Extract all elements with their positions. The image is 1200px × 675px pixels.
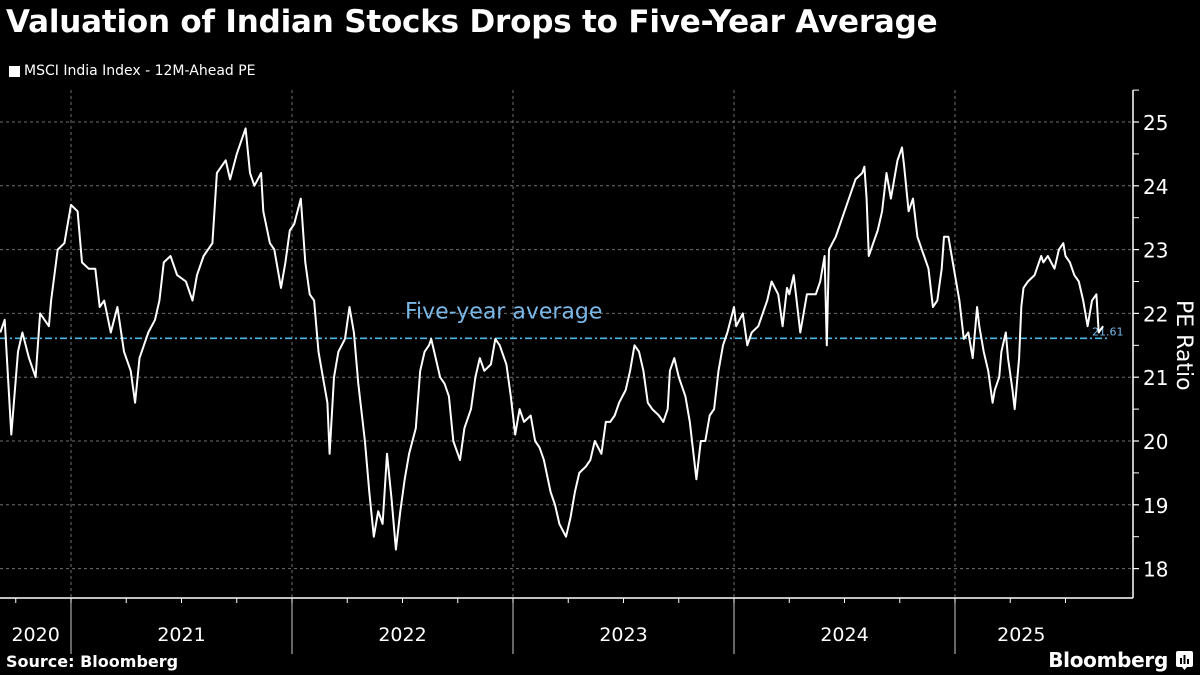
y-tick-label: 24 — [1143, 175, 1168, 199]
legend-swatch-icon — [9, 65, 20, 77]
chart-title: Valuation of Indian Stocks Drops to Five… — [6, 4, 938, 40]
pe-ratio-line — [0, 127, 1104, 551]
x-tick-label: 2024 — [820, 624, 868, 646]
y-tick-label: 22 — [1143, 302, 1168, 326]
series — [0, 127, 1104, 551]
grid — [0, 90, 1133, 598]
y-tick-label: 19 — [1143, 494, 1168, 518]
y-tick-label: 25 — [1143, 111, 1168, 135]
y-tick-label: 20 — [1143, 430, 1168, 454]
y-axis-label: PE Ratio — [1171, 300, 1196, 391]
x-tick-label: 2021 — [157, 624, 205, 646]
y-axis: 18 19 20 21 22 23 24 25 PE Ratio — [1132, 89, 1196, 598]
x-tick-label: 2025 — [997, 624, 1045, 646]
x-tick-label: 2020 — [11, 624, 59, 646]
y-tick-label: 21 — [1143, 366, 1168, 390]
x-tick-label: 2023 — [599, 624, 647, 646]
legend-label: MSCI India Index - 12M-Ahead PE — [24, 63, 256, 79]
source-note: Source: Bloomberg — [6, 652, 179, 671]
bloomberg-logo: Bloomberg — [1048, 648, 1168, 672]
y-tick-label: 18 — [1143, 558, 1168, 582]
average-value-label: 21.61 — [1092, 325, 1124, 338]
x-tick-label: 2022 — [378, 624, 426, 646]
bloomberg-chart-icon — [1176, 651, 1193, 670]
average-label: Five-year average — [405, 299, 602, 324]
y-tick-label: 23 — [1143, 239, 1168, 263]
five-year-average: Five-year average 21.61 — [0, 299, 1124, 340]
x-axis: 2020 2021 2022 2023 2024 2025 — [0, 597, 1133, 654]
legend: MSCI India Index - 12M-Ahead PE — [9, 63, 256, 79]
